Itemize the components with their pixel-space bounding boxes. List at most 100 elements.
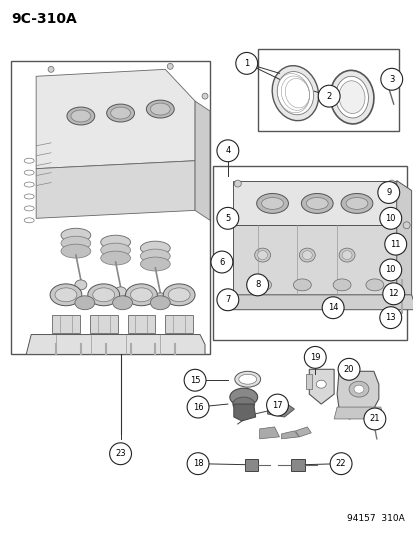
- Polygon shape: [244, 459, 257, 471]
- Text: 5: 5: [225, 214, 230, 223]
- Text: 10: 10: [385, 214, 395, 223]
- Polygon shape: [90, 314, 117, 333]
- Ellipse shape: [88, 284, 119, 306]
- Circle shape: [384, 233, 406, 255]
- Polygon shape: [233, 404, 255, 421]
- Text: 20: 20: [343, 365, 354, 374]
- Ellipse shape: [150, 103, 170, 115]
- Ellipse shape: [256, 193, 288, 213]
- Text: 18: 18: [192, 459, 203, 468]
- Polygon shape: [195, 101, 209, 220]
- Ellipse shape: [257, 251, 267, 260]
- Ellipse shape: [238, 374, 256, 384]
- Ellipse shape: [67, 107, 95, 125]
- Polygon shape: [333, 407, 383, 419]
- Ellipse shape: [301, 193, 332, 213]
- Polygon shape: [26, 335, 204, 354]
- Ellipse shape: [253, 279, 271, 291]
- Ellipse shape: [100, 251, 130, 265]
- Text: 16: 16: [192, 402, 203, 411]
- Text: 23: 23: [115, 449, 126, 458]
- Ellipse shape: [338, 248, 354, 262]
- Polygon shape: [267, 402, 294, 417]
- Circle shape: [377, 182, 399, 204]
- Ellipse shape: [61, 228, 90, 242]
- Ellipse shape: [299, 248, 315, 262]
- Ellipse shape: [114, 287, 126, 297]
- Polygon shape: [165, 314, 192, 333]
- Ellipse shape: [338, 81, 364, 114]
- Ellipse shape: [229, 388, 257, 406]
- Ellipse shape: [293, 279, 311, 291]
- Text: 9C-310A: 9C-310A: [11, 12, 77, 26]
- Circle shape: [379, 306, 401, 328]
- Text: 17: 17: [272, 401, 282, 409]
- Circle shape: [384, 80, 392, 88]
- Ellipse shape: [100, 243, 130, 257]
- Ellipse shape: [306, 197, 328, 209]
- Text: 7: 7: [225, 295, 230, 304]
- Circle shape: [109, 443, 131, 465]
- Ellipse shape: [271, 66, 318, 120]
- Text: 21: 21: [369, 415, 379, 424]
- Ellipse shape: [140, 241, 170, 255]
- Text: 12: 12: [387, 289, 398, 298]
- Ellipse shape: [48, 66, 54, 72]
- Circle shape: [330, 453, 351, 474]
- Polygon shape: [36, 161, 195, 219]
- Ellipse shape: [140, 257, 170, 271]
- Circle shape: [363, 408, 385, 430]
- Ellipse shape: [150, 296, 170, 310]
- Ellipse shape: [202, 93, 207, 99]
- Polygon shape: [336, 372, 378, 419]
- Polygon shape: [259, 427, 279, 439]
- Polygon shape: [232, 181, 396, 225]
- Ellipse shape: [163, 284, 195, 306]
- Circle shape: [321, 297, 343, 319]
- Circle shape: [318, 85, 339, 107]
- Ellipse shape: [140, 249, 170, 263]
- Text: 13: 13: [385, 313, 395, 322]
- Ellipse shape: [234, 180, 241, 187]
- Ellipse shape: [110, 107, 130, 119]
- Polygon shape: [309, 369, 333, 404]
- Ellipse shape: [341, 251, 351, 260]
- Ellipse shape: [234, 372, 260, 387]
- Text: 4: 4: [225, 146, 230, 155]
- Text: 94157  310A: 94157 310A: [346, 514, 404, 523]
- Text: 14: 14: [327, 303, 337, 312]
- Ellipse shape: [348, 381, 368, 397]
- Circle shape: [216, 289, 238, 311]
- Ellipse shape: [345, 197, 367, 209]
- Polygon shape: [232, 225, 396, 295]
- Ellipse shape: [167, 63, 173, 69]
- Ellipse shape: [75, 296, 95, 310]
- Ellipse shape: [329, 70, 373, 124]
- Circle shape: [187, 453, 209, 474]
- Text: 8: 8: [254, 280, 260, 289]
- Ellipse shape: [125, 284, 157, 306]
- Text: 19: 19: [309, 353, 320, 362]
- Polygon shape: [306, 374, 311, 389]
- Circle shape: [187, 396, 209, 418]
- Circle shape: [211, 251, 232, 273]
- Ellipse shape: [340, 193, 372, 213]
- Ellipse shape: [316, 380, 325, 388]
- Ellipse shape: [146, 100, 174, 118]
- Bar: [212, 166, 406, 340]
- Circle shape: [246, 274, 268, 296]
- Text: 2: 2: [326, 92, 331, 101]
- Polygon shape: [127, 314, 155, 333]
- Text: 6: 6: [218, 257, 224, 266]
- Bar: [11, 61, 209, 354]
- Ellipse shape: [277, 71, 313, 115]
- Ellipse shape: [168, 288, 190, 302]
- Circle shape: [216, 140, 238, 161]
- Text: 22: 22: [335, 459, 346, 468]
- Circle shape: [337, 358, 359, 380]
- Ellipse shape: [387, 180, 394, 187]
- Ellipse shape: [254, 248, 270, 262]
- Text: 3: 3: [388, 75, 394, 84]
- Circle shape: [216, 207, 238, 229]
- Ellipse shape: [353, 385, 363, 393]
